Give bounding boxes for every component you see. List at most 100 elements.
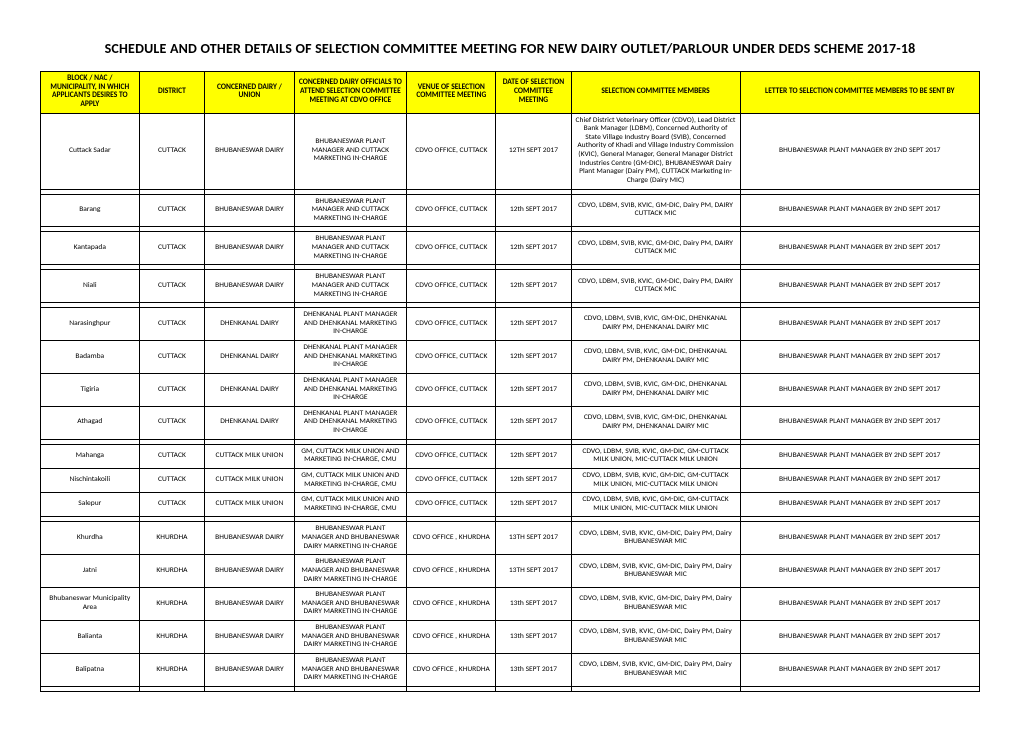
table-cell: 12th SEPT 2017 — [496, 341, 571, 374]
table-cell: Chief District Veterinary Officer (CDVO)… — [571, 113, 740, 189]
table-cell: BHUBANESWAR DAIRY — [205, 653, 294, 686]
table-cell: CDVO OFFICE, CUTTACK — [407, 341, 496, 374]
spacer-cell — [139, 686, 205, 691]
table-cell: 12th SEPT 2017 — [496, 232, 571, 265]
table-cell: BHUBANESWAR DAIRY — [205, 621, 294, 654]
table-row: JatniKHURDHABHUBANESWAR DAIRYBHUBANESWAR… — [41, 555, 980, 588]
table-cell: CDVO, LDBM, SVIB, KVIC, GM-DIC, Dairy PM… — [571, 588, 740, 621]
table-cell: CUTTACK — [139, 232, 205, 265]
table-cell: BHUBANESWAR PLANT MANAGER AND BHUBANESWA… — [294, 555, 407, 588]
table-cell: CDVO OFFICE, CUTTACK — [407, 493, 496, 517]
table-cell: CDVO, LDBM, SVIB, KVIC, GM-DIC, GM-CUTTA… — [571, 468, 740, 492]
table-cell: CUTTACK — [139, 444, 205, 468]
table-row: NischintakoiliCUTTACKCUTTACK MILK UNIONG… — [41, 468, 980, 492]
table-cell: CDVO, LDBM, SVIB, KVIC, GM-DIC, Dairy PM… — [571, 653, 740, 686]
table-cell: DHENKANAL DAIRY — [205, 308, 294, 341]
table-cell: CUTTACK — [139, 113, 205, 189]
table-cell: CUTTACK — [139, 406, 205, 439]
table-cell: CDVO OFFICE, CUTTACK — [407, 373, 496, 406]
table-cell: BHUBANESWAR PLANT MANAGER BY 2ND SEPT 20… — [740, 113, 979, 189]
table-cell: BHUBANESWAR PLANT MANAGER AND CUTTACK MA… — [294, 270, 407, 303]
table-cell: CDVO OFFICE, CUTTACK — [407, 406, 496, 439]
table-cell: KHURDHA — [139, 653, 205, 686]
table-cell: Bhubaneswar Municipality Area — [41, 588, 140, 621]
table-cell: 12th SEPT 2017 — [496, 444, 571, 468]
table-cell: BHUBANESWAR DAIRY — [205, 555, 294, 588]
table-cell: BHUBANESWAR PLANT MANAGER AND CUTTACK MA… — [294, 113, 407, 189]
table-cell: GM, CUTTACK MILK UNION AND MARKETING IN-… — [294, 493, 407, 517]
table-cell: CDVO, LDBM, SVIB, KVIC, GM-DIC, Dairy PM… — [571, 194, 740, 227]
table-cell: 13TH SEPT 2017 — [496, 522, 571, 555]
table-cell: Balipatna — [41, 653, 140, 686]
table-cell: CDVO, LDBM, SVIB, KVIC, GM-DIC, Dairy PM… — [571, 270, 740, 303]
table-cell: BHUBANESWAR PLANT MANAGER BY 2ND SEPT 20… — [740, 373, 979, 406]
table-cell: CDVO, LDBM, SVIB, KVIC, GM-DIC, Dairy PM… — [571, 232, 740, 265]
table-cell: KHURDHA — [139, 621, 205, 654]
schedule-table: BLOCK / NAC / MUNICIPALITY, IN WHICH APP… — [40, 71, 980, 692]
spacer-cell — [496, 686, 571, 691]
table-row: KhurdhaKHURDHABHUBANESWAR DAIRYBHUBANESW… — [41, 522, 980, 555]
table-cell: CDVO OFFICE , KHURDHA — [407, 653, 496, 686]
table-cell: BHUBANESWAR PLANT MANAGER AND BHUBANESWA… — [294, 522, 407, 555]
table-cell: BHUBANESWAR PLANT MANAGER BY 2ND SEPT 20… — [740, 588, 979, 621]
col-venue: VENUE OF SELECTION COMMITTEE MEETING — [407, 72, 496, 114]
table-cell: BHUBANESWAR PLANT MANAGER BY 2ND SEPT 20… — [740, 444, 979, 468]
col-members: SELECTION COMMITTEE MEMBERS — [571, 72, 740, 114]
table-cell: BHUBANESWAR PLANT MANAGER BY 2ND SEPT 20… — [740, 555, 979, 588]
table-row: BarangCUTTACKBHUBANESWAR DAIRYBHUBANESWA… — [41, 194, 980, 227]
table-cell: BHUBANESWAR PLANT MANAGER BY 2ND SEPT 20… — [740, 522, 979, 555]
table-cell: BHUBANESWAR PLANT MANAGER BY 2ND SEPT 20… — [740, 270, 979, 303]
table-cell: CDVO, LDBM, SVIB, KVIC, GM-DIC, Dairy PM… — [571, 555, 740, 588]
table-cell: DHENKANAL PLANT MANAGER AND DHENKANAL MA… — [294, 406, 407, 439]
table-cell: BHUBANESWAR PLANT MANAGER BY 2ND SEPT 20… — [740, 194, 979, 227]
table-cell: CUTTACK — [139, 493, 205, 517]
table-row: BadambaCUTTACKDHENKANAL DAIRYDHENKANAL P… — [41, 341, 980, 374]
table-cell: CUTTACK — [139, 468, 205, 492]
table-cell: CDVO OFFICE, CUTTACK — [407, 113, 496, 189]
table-cell: 13TH SEPT 2017 — [496, 555, 571, 588]
table-cell: 12th SEPT 2017 — [496, 194, 571, 227]
table-cell: 13th SEPT 2017 — [496, 588, 571, 621]
table-cell: CDVO, LDBM, SVIB, KVIC, GM-DIC, GM-CUTTA… — [571, 493, 740, 517]
table-cell: CUTTACK — [139, 341, 205, 374]
table-row: SalepurCUTTACKCUTTACK MILK UNIONGM, CUTT… — [41, 493, 980, 517]
table-row: TigiriaCUTTACKDHENKANAL DAIRYDHENKANAL P… — [41, 373, 980, 406]
table-cell: CDVO, LDBM, SVIB, KVIC, GM-DIC, Dairy PM… — [571, 621, 740, 654]
table-cell: BHUBANESWAR PLANT MANAGER BY 2ND SEPT 20… — [740, 232, 979, 265]
table-cell: CDVO, LDBM, SVIB, KVIC, GM-DIC, DHENKANA… — [571, 373, 740, 406]
table-row: Cuttack SadarCUTTACKBHUBANESWAR DAIRYBHU… — [41, 113, 980, 189]
table-cell: BHUBANESWAR PLANT MANAGER AND BHUBANESWA… — [294, 653, 407, 686]
table-cell: KHURDHA — [139, 522, 205, 555]
table-cell: 12th SEPT 2017 — [496, 308, 571, 341]
table-cell: CDVO, LDBM, SVIB, KVIC, GM-DIC, DHENKANA… — [571, 341, 740, 374]
table-cell: Jatni — [41, 555, 140, 588]
table-cell: BHUBANESWAR PLANT MANAGER BY 2ND SEPT 20… — [740, 493, 979, 517]
table-cell: CDVO OFFICE, CUTTACK — [407, 468, 496, 492]
table-cell: Kantapada — [41, 232, 140, 265]
table-cell: BHUBANESWAR PLANT MANAGER BY 2ND SEPT 20… — [740, 621, 979, 654]
table-cell: CDVO OFFICE , KHURDHA — [407, 555, 496, 588]
table-cell: DHENKANAL DAIRY — [205, 406, 294, 439]
table-cell: 12th SEPT 2017 — [496, 406, 571, 439]
table-row: NarasinghpurCUTTACKDHENKANAL DAIRYDHENKA… — [41, 308, 980, 341]
spacer-cell — [407, 686, 496, 691]
table-cell: 12th SEPT 2017 — [496, 270, 571, 303]
table-cell: BHUBANESWAR PLANT MANAGER BY 2ND SEPT 20… — [740, 653, 979, 686]
table-cell: BHUBANESWAR PLANT MANAGER AND CUTTACK MA… — [294, 232, 407, 265]
table-cell: BHUBANESWAR DAIRY — [205, 113, 294, 189]
table-cell: 13th SEPT 2017 — [496, 621, 571, 654]
table-row: NialiCUTTACKBHUBANESWAR DAIRYBHUBANESWAR… — [41, 270, 980, 303]
table-cell: DHENKANAL PLANT MANAGER AND DHENKANAL MA… — [294, 341, 407, 374]
table-cell: 12th SEPT 2017 — [496, 468, 571, 492]
table-cell: CDVO OFFICE , KHURDHA — [407, 621, 496, 654]
table-cell: CUTTACK — [139, 270, 205, 303]
table-cell: CUTTACK MILK UNION — [205, 493, 294, 517]
spacer-cell — [205, 686, 294, 691]
table-cell: CDVO OFFICE , KHURDHA — [407, 588, 496, 621]
table-cell: 12TH SEPT 2017 — [496, 113, 571, 189]
table-cell: CDVO OFFICE , KHURDHA — [407, 522, 496, 555]
table-cell: BHUBANESWAR PLANT MANAGER AND BHUBANESWA… — [294, 588, 407, 621]
table-cell: DHENKANAL PLANT MANAGER AND DHENKANAL MA… — [294, 308, 407, 341]
page-title: SCHEDULE AND OTHER DETAILS OF SELECTION … — [40, 40, 980, 57]
table-cell: BHUBANESWAR DAIRY — [205, 232, 294, 265]
